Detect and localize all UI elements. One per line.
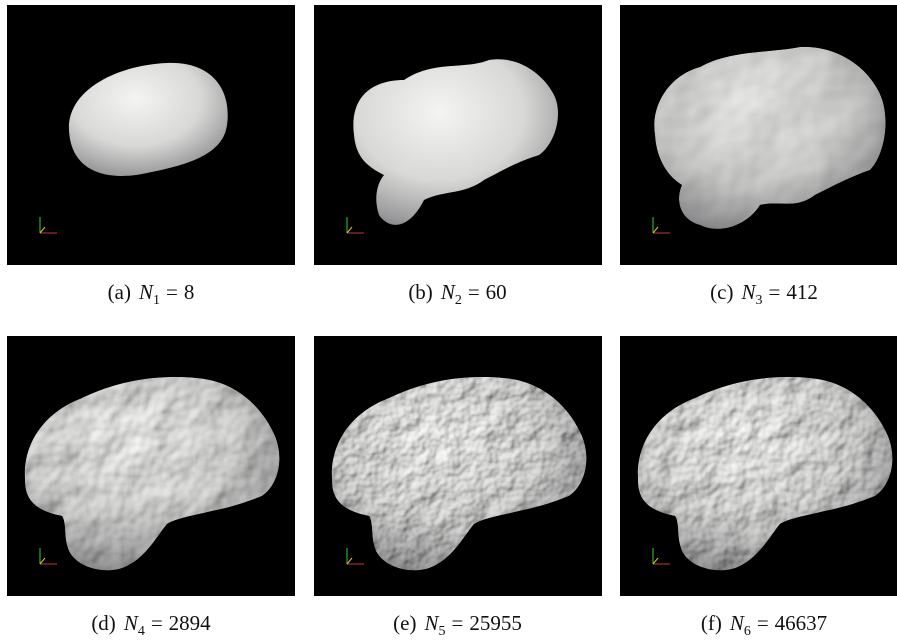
- axis-glyph: [347, 227, 352, 233]
- caption-symbol: N: [441, 280, 455, 304]
- surface: [331, 377, 586, 570]
- caption-symbol: N: [139, 280, 153, 304]
- caption-relation: =: [468, 280, 480, 304]
- axis-glyph: [40, 558, 45, 564]
- caption-symbol: N: [424, 611, 438, 635]
- axis-glyph: [347, 558, 352, 564]
- surface: [638, 377, 893, 570]
- surface: [654, 47, 885, 229]
- caption-relation: =: [757, 611, 769, 635]
- figure-page: (a)N1=8(b)N2=60(c)N3=412(d)N4=2894(e)N5=…: [0, 0, 897, 642]
- render-panel: [620, 5, 897, 265]
- caption-index: 3: [755, 293, 762, 308]
- caption-relation: =: [151, 611, 163, 635]
- caption-index: 4: [138, 624, 145, 639]
- axis-glyph: [653, 558, 658, 564]
- caption-relation: =: [768, 280, 780, 304]
- caption-relation: =: [451, 611, 463, 635]
- caption-symbol: N: [741, 280, 755, 304]
- render-panel: [7, 5, 295, 265]
- caption-value: 2894: [169, 611, 211, 635]
- caption-value: 60: [486, 280, 507, 304]
- caption-tag: (c): [710, 280, 733, 304]
- render-panel: [314, 336, 602, 596]
- render-panel: [314, 5, 602, 265]
- caption-value: 25955: [469, 611, 522, 635]
- caption: (e) N5 =25955: [314, 611, 602, 640]
- render-image: [7, 5, 295, 265]
- caption: (b) N2 =60: [314, 280, 602, 309]
- axis-glyph: [653, 227, 658, 233]
- caption-index: 5: [438, 624, 445, 639]
- axis-glyph: [40, 227, 45, 233]
- caption-index: 2: [455, 293, 462, 308]
- caption-tag: (b): [408, 280, 433, 304]
- caption-index: 6: [744, 624, 751, 639]
- render-panel: [620, 336, 897, 596]
- caption-tag: (f): [701, 611, 722, 635]
- caption: (a) N1 =8: [7, 280, 295, 309]
- caption: (f) N6 =46637: [620, 611, 897, 640]
- render-image: [620, 5, 897, 265]
- caption: (c) N3 =412: [620, 280, 897, 309]
- render-image: [620, 336, 897, 596]
- render-panel: [7, 336, 295, 596]
- caption-index: 1: [153, 293, 160, 308]
- caption-tag: (d): [91, 611, 116, 635]
- caption-symbol: N: [730, 611, 744, 635]
- caption-value: 46637: [775, 611, 828, 635]
- caption-value: 412: [786, 280, 818, 304]
- render-image: [314, 5, 602, 265]
- caption-tag: (e): [393, 611, 416, 635]
- render-image: [7, 336, 295, 596]
- caption-relation: =: [166, 280, 178, 304]
- caption-tag: (a): [108, 280, 131, 304]
- surface: [353, 59, 558, 225]
- caption-symbol: N: [124, 611, 138, 635]
- surface: [25, 377, 280, 570]
- caption: (d) N4 =2894: [7, 611, 295, 640]
- surface: [69, 63, 228, 176]
- render-image: [314, 336, 602, 596]
- caption-value: 8: [184, 280, 195, 304]
